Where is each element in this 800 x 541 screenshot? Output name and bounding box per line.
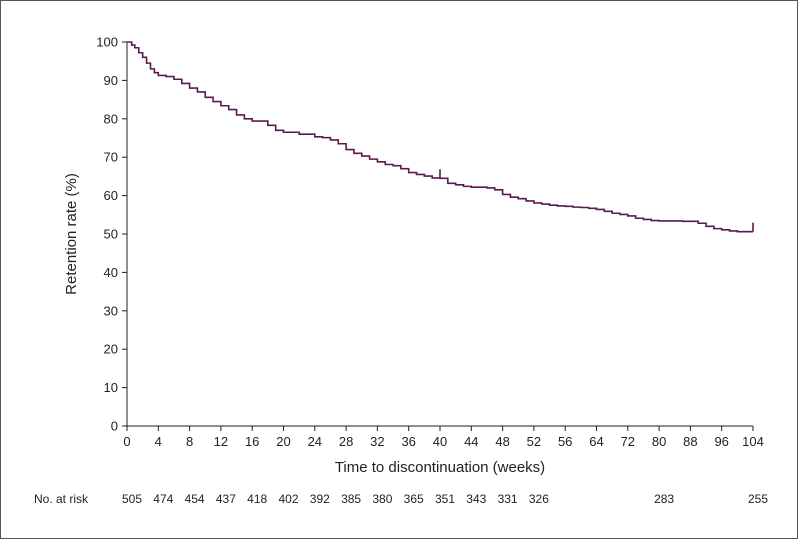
at-risk-value: 402 bbox=[278, 492, 298, 506]
x-tick-label: 40 bbox=[433, 434, 447, 449]
axes bbox=[126, 42, 753, 427]
at-risk-value: 505 bbox=[122, 492, 142, 506]
y-tick-label: 30 bbox=[104, 303, 118, 318]
y-tick-label: 80 bbox=[104, 111, 118, 126]
y-tick-label: 10 bbox=[104, 380, 118, 395]
x-tick-label: 28 bbox=[339, 434, 353, 449]
y-tick-label: 90 bbox=[104, 73, 118, 88]
y-tick-label: 100 bbox=[96, 35, 118, 50]
x-tick-label: 64 bbox=[589, 434, 603, 449]
at-risk-value: 365 bbox=[404, 492, 424, 506]
at-risk-value: 437 bbox=[216, 492, 236, 506]
x-tick-label: 44 bbox=[464, 434, 478, 449]
y-tick-label: 20 bbox=[104, 342, 118, 357]
y-tick-label: 50 bbox=[104, 227, 118, 242]
x-tick-label: 16 bbox=[245, 434, 259, 449]
at-risk-value: 392 bbox=[310, 492, 330, 506]
x-tick-label: 24 bbox=[308, 434, 322, 449]
y-ticks: 0 10 20 30 40 50 60 70 80 90 100 bbox=[96, 35, 127, 434]
at-risk-label: No. at risk bbox=[34, 492, 89, 506]
x-tick-label: 12 bbox=[214, 434, 228, 449]
x-tick-label: 32 bbox=[370, 434, 384, 449]
at-risk-value: 351 bbox=[435, 492, 455, 506]
at-risk-value: 331 bbox=[498, 492, 518, 506]
x-tick-label: 56 bbox=[558, 434, 572, 449]
x-tick-label: 36 bbox=[401, 434, 415, 449]
x-tick-label: 80 bbox=[652, 434, 666, 449]
x-tick-label: 96 bbox=[714, 434, 728, 449]
x-tick-label: 52 bbox=[527, 434, 541, 449]
x-tick-label: 72 bbox=[621, 434, 635, 449]
x-tick-label: 88 bbox=[683, 434, 697, 449]
y-tick-label: 60 bbox=[104, 188, 118, 203]
x-ticks: 0 4 8 12 16 20 24 28 32 36 40 44 48 52 56 64 72 80 88 96 104 bbox=[123, 426, 764, 449]
x-tick-label: 104 bbox=[742, 434, 764, 449]
at-risk-value: 454 bbox=[185, 492, 205, 506]
at-risk-value: 380 bbox=[372, 492, 392, 506]
x-tick-label: 8 bbox=[186, 434, 193, 449]
y-axis-title: Retention rate (%) bbox=[63, 173, 80, 295]
x-axis-title: Time to discontinuation (weeks) bbox=[335, 459, 545, 476]
at-risk-value: 343 bbox=[466, 492, 486, 506]
x-tick-label: 0 bbox=[123, 434, 130, 449]
at-risk-value: 326 bbox=[529, 492, 549, 506]
x-tick-label: 4 bbox=[155, 434, 162, 449]
y-tick-label: 0 bbox=[111, 419, 118, 434]
x-tick-label: 48 bbox=[495, 434, 509, 449]
at-risk-values: 505 474 454 437 418 402 392 385 380 365 351 343 331 3… bbox=[122, 492, 768, 506]
at-risk-value: 418 bbox=[247, 492, 267, 506]
at-risk-value: 474 bbox=[153, 492, 173, 506]
at-risk-value: 283 bbox=[654, 492, 674, 506]
y-tick-label: 40 bbox=[104, 265, 118, 280]
x-tick-label: 20 bbox=[276, 434, 290, 449]
at-risk-value: 255 bbox=[748, 492, 768, 506]
retention-curve bbox=[127, 41, 753, 233]
censor-marks bbox=[439, 169, 754, 232]
y-tick-label: 70 bbox=[104, 150, 118, 165]
at-risk-value: 385 bbox=[341, 492, 361, 506]
